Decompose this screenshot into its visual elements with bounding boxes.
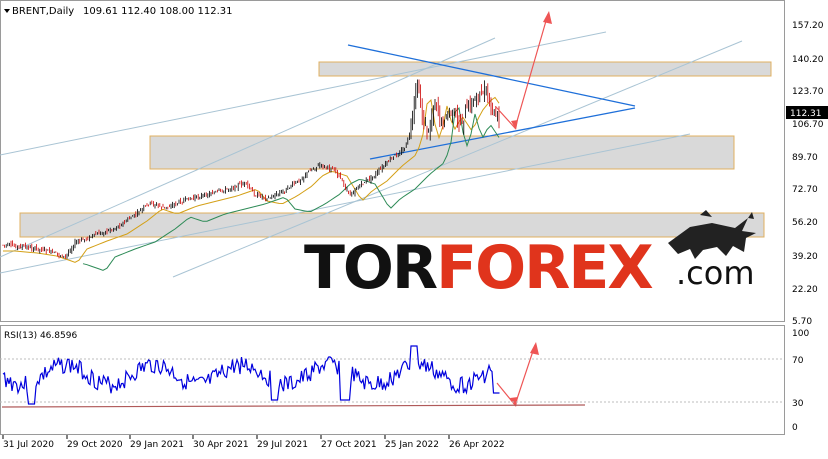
price-tick: 72.70 [792,185,818,195]
support-zone[interactable] [19,212,765,238]
channel-mid-line [172,40,743,278]
moving-average-slow[interactable] [82,106,500,271]
rsi-pane[interactable] [0,325,785,435]
rsi-tick: 70 [792,356,804,366]
time-tick: 29 Jan 2021 [130,440,184,450]
rsi-arrow-head-up-icon [530,342,539,355]
bull-icon [668,210,756,259]
logo-text-forex: FOREX [436,233,653,303]
time-tick: 26 Apr 2022 [449,440,505,450]
price-tick: 157.20 [792,21,824,31]
price-tick: 106.70 [792,120,824,130]
price-axis: 157.20 140.20 123.70 106.70 89.70 72.70 … [786,21,828,327]
channel-lines[interactable] [0,31,743,278]
time-tick: 30 Apr 2021 [193,440,249,450]
arrow-head-down-icon [511,120,518,130]
time-tick: 31 Jul 2020 [3,440,54,450]
symbol-label: BRENT,Daily [12,6,74,17]
channel-upper-line [0,31,607,156]
rsi-indicator[interactable]: RSI(13) 46.8596 100 70 30 0 [0,329,809,433]
rsi-tick: 30 [792,399,804,409]
price-tick: 123.70 [792,87,824,97]
time-tick: 25 Jan 2022 [385,440,439,450]
triangle-pattern[interactable] [347,44,636,160]
rsi-line[interactable] [2,345,500,405]
price-tick: 22.20 [792,285,818,295]
arrow-head-up-icon [543,11,552,24]
price-tick: 5.70 [792,317,812,327]
symbol-header: BRENT,Daily 109.61 112.40 108.00 112.31 [4,6,233,17]
current-price-label: 112.31 [790,109,822,119]
logo-text-tor: TOR [304,233,437,303]
triangle-upper-line [347,44,636,107]
price-tick: 39.20 [792,252,818,262]
rsi-support-line [1,404,586,408]
current-price-marker [786,106,828,119]
middle-zone[interactable] [149,135,735,170]
resistance-zone[interactable] [318,61,772,77]
time-axis: 31 Jul 2020 29 Oct 2020 29 Jan 2021 30 A… [2,435,505,450]
rsi-tick: 0 [792,423,798,433]
rsi-label: RSI(13) 46.8596 [4,331,77,341]
time-tick: 29 Jul 2021 [257,440,308,450]
logo-text-com: .com [676,254,755,292]
candlestick-series[interactable] [2,79,500,259]
svg-text:TORFOREX: TORFOREX [304,233,653,303]
moving-average-fast[interactable] [3,96,500,263]
price-tick: 56.20 [792,218,818,228]
time-tick: 29 Oct 2020 [67,440,123,450]
channel-steep-line [0,37,496,258]
torforex-logo: TORFOREX .com [304,210,756,303]
time-tick: 27 Oct 2021 [321,440,377,450]
channel-lower-line [0,133,691,274]
triangle-lower-line [369,107,636,160]
price-tick: 140.20 [792,55,824,65]
collapse-triangle-icon[interactable] [4,9,10,13]
ohlc-values: 109.61 112.40 108.00 112.31 [83,6,233,17]
forecast-arrow-price[interactable] [495,11,552,130]
price-tick: 89.70 [792,153,818,163]
rsi-tick: 100 [792,329,809,339]
